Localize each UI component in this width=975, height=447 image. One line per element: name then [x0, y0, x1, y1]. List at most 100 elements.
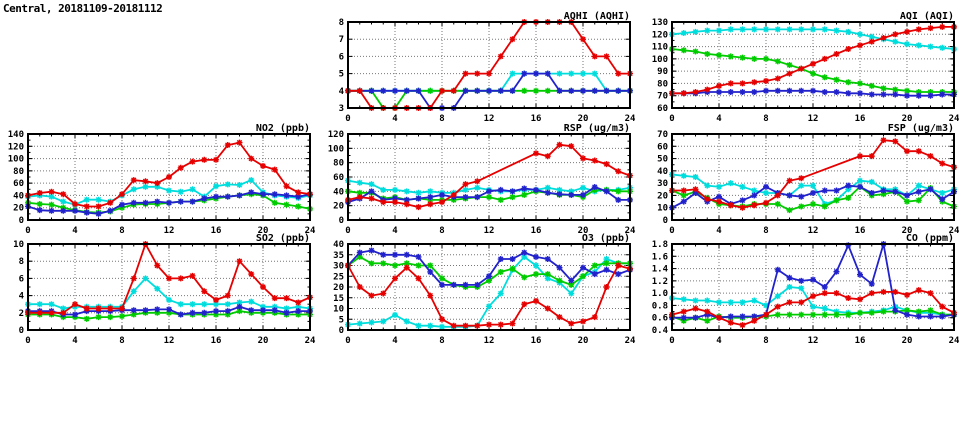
- fsp-x-tick-label: 0: [669, 226, 674, 236]
- so2-y-tick-label: 10: [13, 240, 24, 250]
- o3-y-tick-label: 0: [339, 326, 344, 336]
- so2-y-tick-label: 6: [19, 274, 24, 284]
- so2-title: SO2 (ppb): [256, 233, 310, 244]
- aqi-y-tick-label: 60: [657, 104, 668, 114]
- fsp-y-tick-label: 0: [663, 216, 668, 226]
- chart-fsp: 0 10 20 30 40 50 60 70 0 4 8 12 16 20 24 FSP (ug/m3): [644, 120, 963, 242]
- aqi-x-tick-label: 4: [716, 114, 722, 124]
- aqi-y-tick-label: 120: [652, 30, 668, 40]
- aqi-y-tick-label: 80: [657, 79, 668, 89]
- so2-y-tick-label: 8: [19, 257, 24, 267]
- aqi-y-tick-label: 110: [652, 43, 668, 53]
- so2-x-tick-label: 12: [164, 336, 175, 346]
- no2-x-tick-label: 20: [258, 226, 269, 236]
- co-x-tick-label: 8: [763, 336, 768, 346]
- so2-x-tick-label: 20: [258, 336, 269, 346]
- no2-y-tick-label: 120: [8, 142, 24, 152]
- co-x-tick-label: 4: [716, 336, 722, 346]
- co-y-tick-label: 0.4: [652, 326, 669, 336]
- rsp-x-tick-label: 12: [484, 226, 495, 236]
- so2-x-tick-label: 24: [305, 336, 316, 346]
- aqhi-x-tick-label: 0: [345, 114, 350, 124]
- aqi-y-tick-label: 90: [657, 67, 668, 77]
- co-y-tick-label: 1.8: [652, 240, 668, 250]
- no2-y-tick-label: 100: [8, 155, 24, 165]
- rsp-y-tick-label: 40: [333, 187, 344, 197]
- fsp-y-tick-label: 70: [657, 130, 668, 140]
- so2-x-tick-label: 16: [211, 336, 222, 346]
- aqi-x-tick-label: 0: [669, 114, 674, 124]
- aqhi-y-tick-label: 3: [339, 104, 344, 114]
- chart-no2-svg: 0 20 40 60 80 100 120 140 0 4 8 12 16 20 24 NO2 (ppb): [8, 123, 316, 236]
- o3-x-tick-label: 8: [439, 336, 444, 346]
- aqi-title: AQI (AQI): [900, 11, 954, 22]
- co-y-tick-label: 1.6: [652, 252, 668, 262]
- chart-co-svg: 0.4 0.6 0.8 1.0 1.2 1.4 1.6 1.8 0 4 8 12 16 20 24 CO (p…: [652, 233, 960, 346]
- aqhi-title: AQHI (AQHI): [564, 11, 630, 22]
- so2-x-tick-label: 4: [72, 336, 78, 346]
- aqi-y-tick-label: 100: [652, 55, 668, 65]
- rsp-x-tick-label: 8: [439, 226, 444, 236]
- chart-aqhi-svg: 3 4 5 6 7 8 0 4 8 12 16 20 24 AQHI (AQHI): [339, 11, 636, 124]
- aqhi-y-tick-label: 5: [339, 70, 344, 80]
- aqhi-x-tick-label: 12: [484, 114, 495, 124]
- chart-fsp-svg: 0 10 20 30 40 50 60 70 0 4 8 12 16 20 24 FSP (ug/m3): [657, 123, 960, 236]
- aqi-x-tick-label: 16: [855, 114, 866, 124]
- no2-x-tick-label: 0: [25, 226, 30, 236]
- chart-rsp-svg: 0 20 40 60 80 100 120 0 4 8 12 16 20 24 RSP (ug/m3): [328, 123, 636, 236]
- rsp-y-tick-label: 60: [333, 173, 344, 183]
- aqhi-x-tick-label: 24: [625, 114, 636, 124]
- rsp-x-tick-label: 24: [625, 226, 636, 236]
- chart-rsp: 0 20 40 60 80 100 120 0 4 8 12 16 20 24 RSP (ug/m3): [320, 120, 639, 242]
- no2-y-tick-label: 60: [13, 179, 24, 189]
- co-y-tick-label: 1.2: [652, 277, 668, 287]
- aqhi-x-tick-label: 4: [392, 114, 398, 124]
- rsp-y-tick-label: 80: [333, 159, 344, 169]
- aqi-y-tick-label: 130: [652, 18, 668, 28]
- fsp-x-tick-label: 8: [763, 226, 768, 236]
- aqi-x-tick-label: 12: [808, 114, 819, 124]
- fsp-y-tick-label: 60: [657, 142, 668, 152]
- aqi-x-tick-label: 8: [763, 114, 768, 124]
- o3-y-tick-label: 25: [333, 272, 344, 282]
- co-x-tick-label: 20: [902, 336, 913, 346]
- chart-aqi-svg: 60 70 80 90 100 110 120 130 0 4 8 12 16 20 24 AQI (AQI): [652, 11, 960, 124]
- rsp-x-tick-label: 0: [345, 226, 350, 236]
- o3-y-tick-label: 40: [333, 240, 344, 250]
- fsp-x-tick-label: 16: [855, 226, 866, 236]
- fsp-y-tick-label: 20: [657, 191, 668, 201]
- aqi-x-tick-label: 20: [902, 114, 913, 124]
- o3-y-tick-label: 30: [333, 262, 344, 272]
- fsp-x-tick-label: 12: [808, 226, 819, 236]
- no2-x-tick-label: 16: [211, 226, 222, 236]
- fsp-title: FSP (ug/m3): [888, 123, 954, 134]
- co-y-tick-label: 0.6: [652, 314, 668, 324]
- chart-no2: 0 20 40 60 80 100 120 140 0 4 8 12 16 20 24 NO2 (ppb): [0, 120, 319, 242]
- o3-x-tick-label: 20: [578, 336, 589, 346]
- no2-x-tick-label: 12: [164, 226, 175, 236]
- page-title: Central, 20181109-20181112: [3, 2, 163, 15]
- chart-aqi: 60 70 80 90 100 110 120 130 0 4 8 12 16 20 24 AQI (AQI): [644, 8, 963, 130]
- no2-title: NO2 (ppb): [256, 123, 310, 134]
- o3-y-tick-label: 5: [339, 315, 344, 325]
- fsp-x-tick-label: 20: [902, 226, 913, 236]
- o3-x-tick-label: 12: [484, 336, 495, 346]
- so2-x-tick-label: 0: [25, 336, 30, 346]
- co-y-tick-label: 1.0: [652, 289, 668, 299]
- o3-x-tick-label: 16: [531, 336, 542, 346]
- chart-o3: 0 5 10 15 20 25 30 35 40 0 4 8 12 16 20 24 O3 (ppb): [320, 230, 639, 352]
- aqhi-y-tick-label: 8: [339, 18, 344, 28]
- so2-series-cyan: [28, 277, 311, 310]
- aqi-x-tick-label: 24: [949, 114, 960, 124]
- co-x-tick-label: 12: [808, 336, 819, 346]
- co-x-tick-label: 16: [855, 336, 866, 346]
- co-title: CO (ppm): [906, 233, 954, 244]
- rsp-y-tick-label: 20: [333, 202, 344, 212]
- so2-y-tick-label: 2: [19, 309, 24, 319]
- aqhi-x-tick-label: 8: [439, 114, 444, 124]
- no2-y-tick-label: 140: [8, 130, 24, 140]
- o3-y-tick-label: 10: [333, 305, 344, 315]
- no2-x-tick-label: 24: [305, 226, 316, 236]
- no2-x-tick-label: 8: [119, 226, 124, 236]
